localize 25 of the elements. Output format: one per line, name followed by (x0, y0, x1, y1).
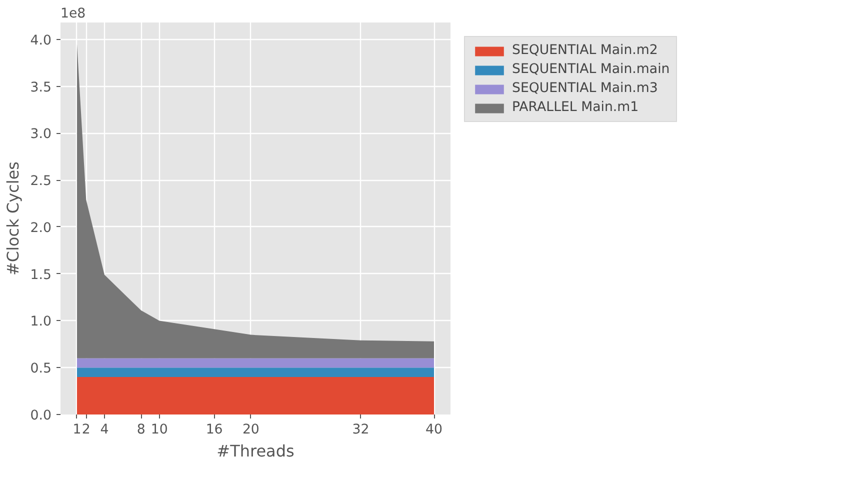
y-tick-label: 4.0 (30, 33, 52, 48)
x-tick-label: 4 (100, 422, 109, 438)
y-tick-label: 0.0 (30, 408, 52, 424)
x-tick-label: 20 (242, 422, 260, 438)
x-tick-label: 32 (352, 422, 370, 438)
y-tick-label: 1.0 (30, 314, 52, 330)
x-tick-label: 1 (72, 422, 82, 438)
y-tick-label: 1.5 (30, 268, 52, 283)
x-tick-label: 40 (426, 422, 443, 438)
x-tick-label: 16 (206, 422, 223, 438)
legend-label: PARALLEL Main.m1 (512, 100, 639, 115)
y-tick-label: 0.5 (30, 362, 52, 377)
y-axis-title: #Clock Cycles (3, 161, 22, 276)
x-axis-title: #Threads (216, 442, 294, 460)
legend-label: SEQUENTIAL Main.main (512, 62, 670, 77)
legend-label: SEQUENTIAL Main.m3 (512, 81, 658, 96)
y-tick-label: 2.0 (30, 220, 52, 236)
y-tick-label: 2.5 (30, 174, 52, 190)
x-tick-label: 8 (136, 422, 146, 438)
y-tick-label: 3.0 (30, 127, 52, 142)
x-tick-label: 2 (82, 422, 90, 438)
legend-label: SEQUENTIAL Main.m2 (512, 43, 658, 58)
x-tick-label: 10 (150, 422, 168, 438)
y-tick-label: 3.5 (30, 80, 52, 96)
text: 1e8 (60, 6, 86, 22)
